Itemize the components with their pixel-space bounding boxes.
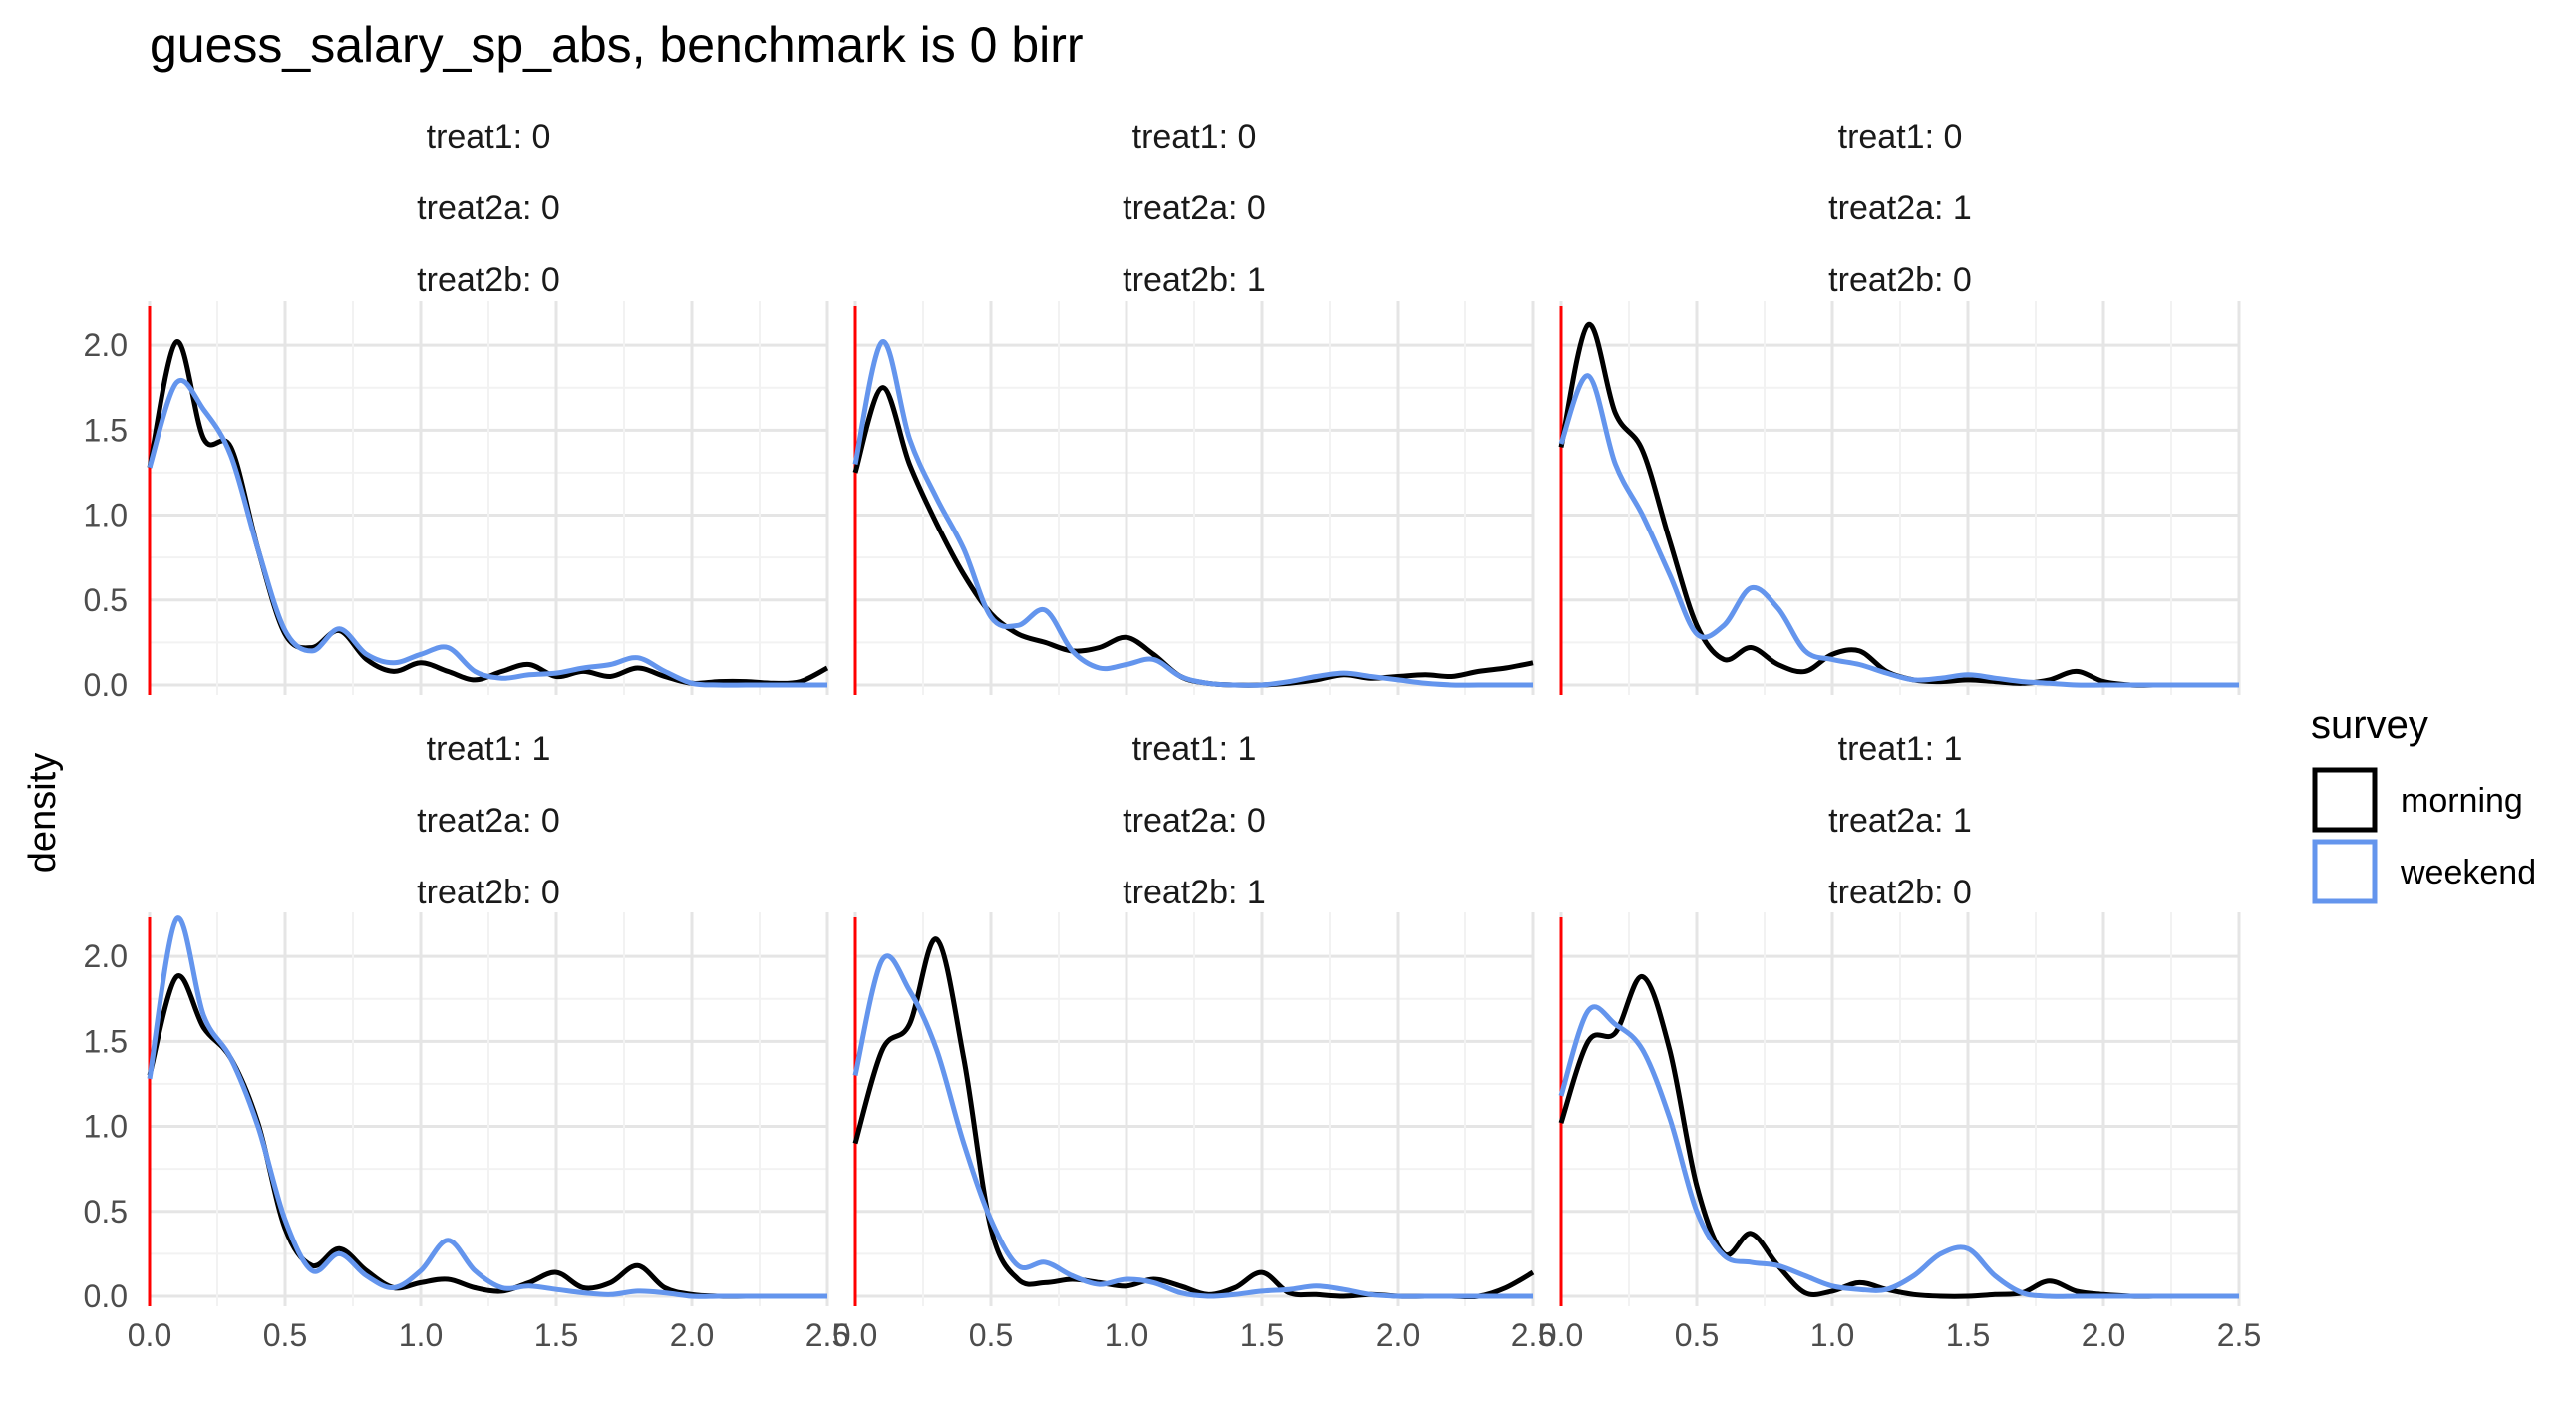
facet-panel: treat1: 1 treat2a: 1 treat2b: 0 0.0 0.5 1.0 1.… — [1539, 730, 2261, 1353]
x-tick-label: 1.0 — [399, 1317, 443, 1353]
facet-strip-label: treat2a: 0 — [417, 802, 560, 840]
legend-label: weekend — [2400, 854, 2536, 891]
x-tick-label: 0.0 — [1539, 1317, 1583, 1353]
y-tick-label: 2.0 — [84, 327, 128, 363]
panel-grid — [148, 912, 829, 1306]
x-tick-label: 1.0 — [1810, 1317, 1854, 1353]
legend-key-weekend — [2312, 839, 2378, 904]
facet-strip-label: treat1: 0 — [1838, 118, 1963, 156]
facet-strip-label: treat2a: 0 — [417, 189, 560, 227]
panel-grid — [1559, 301, 2241, 695]
x-tick-label: 1.5 — [534, 1317, 578, 1353]
facet-strip-label: treat1: 1 — [1838, 730, 1963, 768]
y-tick-label: 1.5 — [84, 1023, 128, 1059]
x-tick-label: 0.5 — [969, 1317, 1013, 1353]
y-tick-label: 1.0 — [84, 1109, 128, 1145]
panel-grid — [148, 301, 829, 695]
facet-strip-label: treat2b: 0 — [417, 261, 560, 299]
x-tick-label: 2.5 — [2217, 1317, 2261, 1353]
facet-strip-label: treat2a: 1 — [1828, 189, 1972, 227]
density-line-weekend — [852, 953, 1533, 1299]
y-tick-label: 0.5 — [84, 1194, 128, 1230]
x-tick-label: 1.5 — [1240, 1317, 1284, 1353]
y-tick-label: 1.0 — [84, 498, 128, 533]
y-tick-label: 1.5 — [84, 412, 128, 448]
facet-strip-label: treat1: 1 — [427, 730, 551, 768]
facet-strip-label: treat2b: 1 — [1123, 261, 1266, 299]
facet-strip-label: treat2b: 0 — [417, 874, 560, 911]
facet-strip-label: treat2a: 0 — [1123, 802, 1266, 840]
y-tick-label: 0.5 — [84, 582, 128, 618]
density-line-weekend — [1558, 373, 2239, 688]
facet-strip-label: treat2a: 0 — [1123, 189, 1266, 227]
x-tick-label: 1.0 — [1105, 1317, 1148, 1353]
x-tick-label: 2.0 — [670, 1317, 714, 1353]
x-tick-label: 0.5 — [263, 1317, 307, 1353]
y-tick-label: 2.0 — [84, 938, 128, 974]
facet-strip-label: treat1: 0 — [427, 118, 551, 156]
y-tick-label: 0.0 — [84, 1278, 128, 1314]
x-tick-label: 2.5 — [1511, 1317, 1555, 1353]
facet-panel: treat1: 1 treat2a: 0 treat2b: 1 0.0 0.5 1.0 1.… — [833, 730, 1555, 1353]
x-tick-label: 0.5 — [1675, 1317, 1719, 1353]
facet-strip-label: treat1: 1 — [1132, 730, 1257, 768]
facet-strip-label: treat1: 0 — [1132, 118, 1257, 156]
y-axis-label: density — [22, 753, 64, 873]
facet-strip-label: treat2b: 0 — [1828, 874, 1972, 911]
density-line-weekend — [1558, 1004, 2239, 1299]
facet-strip-label: treat2b: 0 — [1828, 261, 1972, 299]
panel-grid — [853, 912, 1535, 1306]
legend-title: survey — [2311, 703, 2428, 747]
density-line-weekend — [147, 377, 827, 688]
density-line-weekend — [852, 339, 1533, 688]
facet-panels: treat1: 0 treat2a: 0 treat2b: 0 0.0 0.5 1.0 1.… — [84, 118, 2262, 1353]
x-tick-label: 2.0 — [1376, 1317, 1420, 1353]
legend: survey morning weekend — [2311, 703, 2536, 904]
facet-strip-label: treat2b: 1 — [1123, 874, 1266, 911]
panel-grid — [853, 301, 1535, 695]
facet-strip-label: treat2a: 1 — [1828, 802, 1972, 840]
legend-label: morning — [2401, 782, 2523, 820]
x-tick-label: 2.5 — [805, 1317, 849, 1353]
legend-key-morning — [2312, 767, 2378, 833]
facet-panel: treat1: 1 treat2a: 0 treat2b: 0 0.0 0.5 1.0 1.… — [84, 730, 850, 1353]
x-tick-label: 0.0 — [833, 1317, 877, 1353]
chart-title: guess_salary_sp_abs, benchmark is 0 birr — [150, 17, 1084, 73]
density-line-weekend — [147, 915, 827, 1299]
facet-panel: treat1: 0 treat2a: 1 treat2b: 0 — [1558, 118, 2241, 695]
panel-grid — [1559, 912, 2241, 1306]
y-tick-label: 0.0 — [84, 667, 128, 703]
x-tick-label: 2.0 — [2082, 1317, 2125, 1353]
x-tick-label: 0.0 — [128, 1317, 171, 1353]
facet-panel: treat1: 0 treat2a: 0 treat2b: 0 0.0 0.5 1.0 1.… — [84, 118, 829, 703]
x-tick-label: 1.5 — [1946, 1317, 1990, 1353]
facet-panel: treat1: 0 treat2a: 0 treat2b: 1 — [852, 118, 1535, 695]
